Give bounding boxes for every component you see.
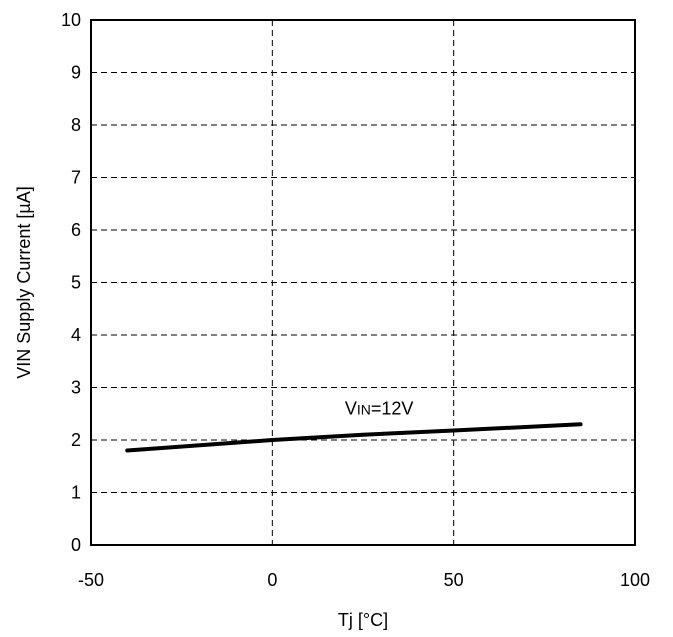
x-tick-label: 100 [620,570,650,590]
grid [91,20,635,545]
x-tick-labels: -50 0 50 100 [78,570,650,590]
x-tick-label: 50 [444,570,464,590]
series-layer [125,422,583,453]
y-tick-label: 8 [71,115,81,135]
y-tick-label: 3 [71,378,81,398]
y-tick-label: 7 [71,168,81,188]
y-tick-label: 5 [71,273,81,293]
series-annotation: VIN=12V [345,399,414,419]
y-tick-label: 6 [71,220,81,240]
y-tick-label: 10 [61,10,81,30]
x-axis-label: Tj [°C] [338,610,388,630]
y-tick-label: 4 [71,325,81,345]
plot-area-frame [90,19,636,546]
annotation-subscript: IN [357,402,371,418]
x-tick-label: -50 [78,570,104,590]
y-axis-label: VIN Supply Current [µA] [14,186,34,378]
series-line [125,422,583,453]
annotation-main: V [345,399,357,419]
y-tick-label: 2 [71,430,81,450]
y-tick-labels: 0 1 2 3 4 5 6 7 8 9 10 [61,10,81,555]
annotation-rest: =12V [371,399,414,419]
y-tick-label: 9 [71,63,81,83]
y-tick-label: 0 [71,535,81,555]
y-tick-label: 1 [71,483,81,503]
x-tick-label: 0 [267,570,277,590]
